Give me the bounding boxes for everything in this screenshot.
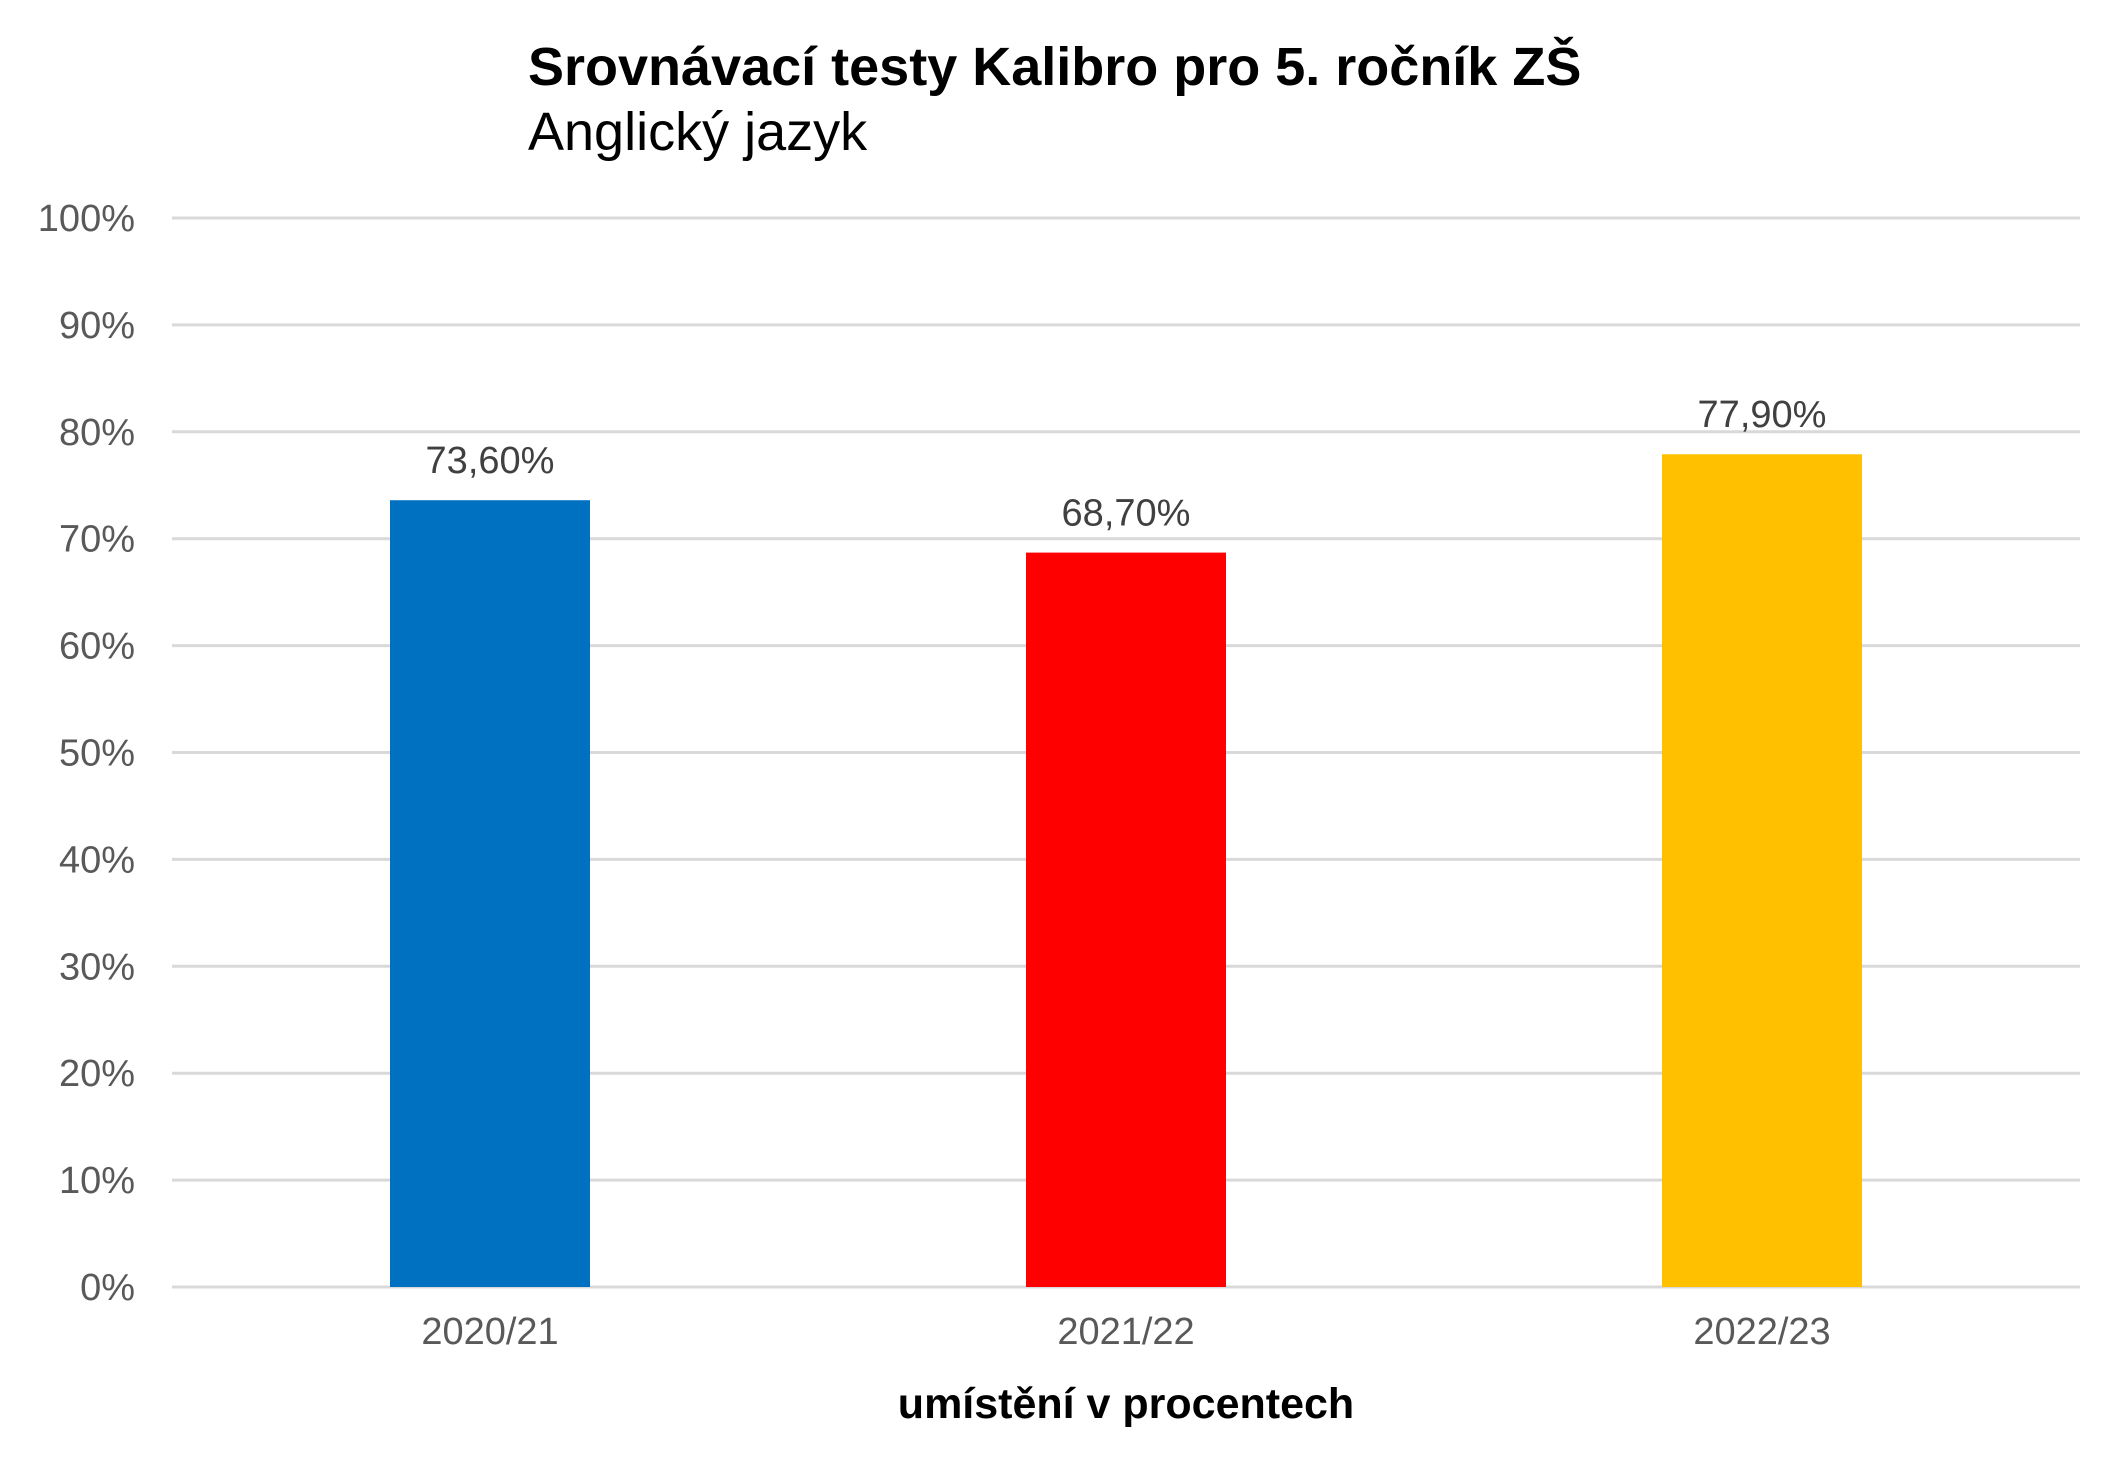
x-axis-title: umístění v procentech <box>898 1380 1354 1428</box>
y-tick-label: 60% <box>59 626 135 668</box>
x-tick-label: 2022/23 <box>1693 1311 1830 1353</box>
y-axis-tick-labels: 0% 10% 20% 30% 40% 50% 60% 70% 80% 90% 100% <box>38 198 135 1309</box>
chart-title: Srovnávací testy Kalibro pro 5. ročník Z… <box>528 36 1581 97</box>
x-axis-tick-labels: 2020/21 2021/22 2022/23 <box>421 1311 1830 1353</box>
y-tick-label: 90% <box>59 305 135 347</box>
bar <box>390 500 590 1287</box>
chart-subtitle: Anglický jazyk <box>528 102 868 162</box>
bars <box>390 454 1862 1287</box>
y-tick-label: 80% <box>59 412 135 454</box>
data-labels: 73,60% 68,70% 77,90% <box>426 394 1827 534</box>
y-tick-label: 20% <box>59 1053 135 1095</box>
y-tick-label: 30% <box>59 946 135 988</box>
data-label: 77,90% <box>1698 394 1827 436</box>
x-tick-label: 2021/22 <box>1057 1311 1194 1353</box>
y-tick-label: 40% <box>59 839 135 881</box>
y-tick-label: 10% <box>59 1160 135 1202</box>
y-tick-label: 70% <box>59 519 135 561</box>
x-tick-label: 2020/21 <box>421 1311 558 1353</box>
bar <box>1662 454 1862 1287</box>
bar <box>1026 552 1226 1287</box>
y-tick-label: 100% <box>38 198 135 240</box>
data-label: 68,70% <box>1062 493 1191 535</box>
y-tick-label: 50% <box>59 733 135 775</box>
data-label: 73,60% <box>426 440 555 482</box>
y-tick-label: 0% <box>80 1267 135 1309</box>
